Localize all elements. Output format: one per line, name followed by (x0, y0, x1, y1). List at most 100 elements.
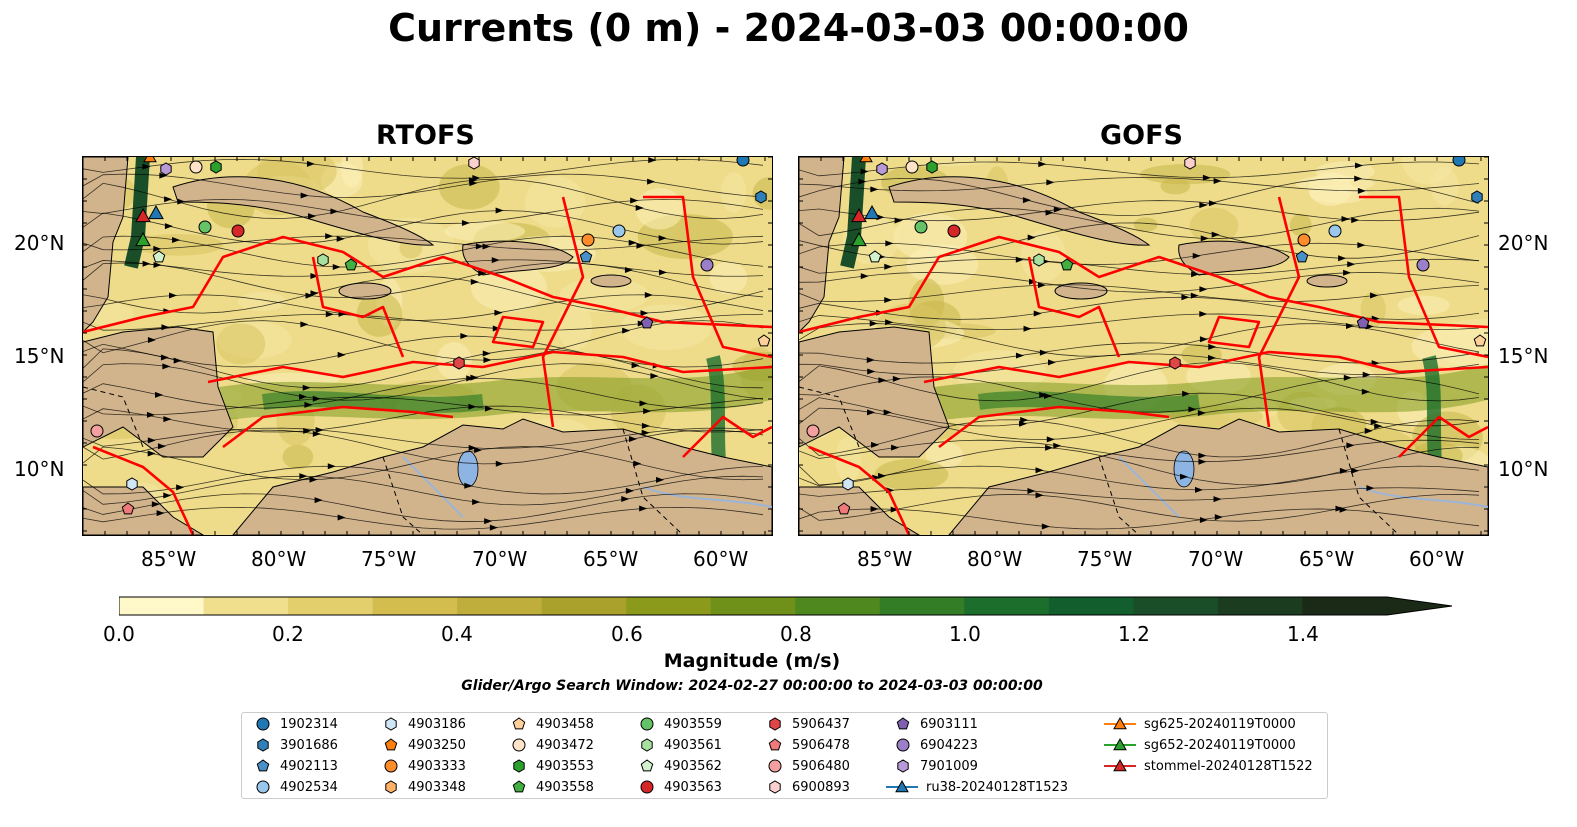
legend-label: stommel-20240128T1522 (1144, 758, 1313, 774)
float-marker (876, 162, 888, 176)
legend-item: 7901009 (894, 758, 978, 774)
legend-label: 4903563 (664, 779, 722, 795)
legend-label: 4903348 (408, 779, 466, 795)
float-marker (344, 258, 358, 271)
glider-marker (148, 204, 164, 220)
legend-marker-icon (886, 779, 918, 793)
colorbar-tick: 0.4 (441, 622, 473, 646)
legend-item: 4903559 (638, 716, 722, 732)
float-marker (1452, 157, 1466, 167)
legend-circle-icon (768, 759, 782, 773)
legend-circle-icon (256, 717, 270, 731)
legend-label: 4903250 (408, 737, 466, 753)
colorbar-segment (372, 597, 458, 615)
legend-item: 4903562 (638, 758, 722, 774)
legend-marker-icon (385, 780, 397, 794)
legend-marker-icon (768, 738, 782, 751)
legend-item: 4903553 (510, 758, 594, 774)
legend-marker-icon (1104, 737, 1136, 751)
legend-circle-icon (512, 738, 526, 752)
legend-circle-icon (256, 780, 270, 794)
legend-item: 6900893 (766, 779, 850, 795)
legend-item: 4903458 (510, 716, 594, 732)
legend-label: ru38-20240128T1523 (926, 779, 1069, 795)
legend-pentagon-icon (768, 738, 782, 751)
legend-triangle-icon (1113, 758, 1127, 772)
colorbar-label: Magnitude (m/s) (663, 650, 841, 672)
float-marker (1060, 258, 1074, 271)
colorbar-tick: 0.2 (272, 622, 304, 646)
lat-label-20n-left: 20°N (14, 231, 65, 255)
legend-item: sg625-20240119T0000 (1104, 716, 1296, 732)
legend-label: 4903553 (536, 758, 594, 774)
float-marker (700, 258, 714, 272)
legend-hexagon-icon (385, 717, 397, 731)
colorbar-tick: 0.0 (103, 622, 135, 646)
lon-label-80w-left: 80°W (251, 547, 307, 571)
legend-label: 5906478 (792, 737, 850, 753)
legend-item: stommel-20240128T1522 (1104, 758, 1313, 774)
float-marker (317, 253, 329, 267)
legend-item: 4903348 (382, 779, 466, 795)
float-marker (905, 160, 919, 174)
legend-label: 6903111 (920, 716, 978, 732)
panel-title-rtofs: RTOFS (376, 120, 475, 151)
legend-marker-icon (896, 717, 910, 730)
glider-marker (143, 157, 157, 163)
legend-pentagon-icon (384, 738, 398, 751)
legend-marker-icon (896, 738, 910, 752)
legend-item: 4903561 (638, 737, 722, 753)
glider-marker (135, 207, 151, 223)
legend-triangle-icon (1113, 716, 1127, 730)
legend-item: ru38-20240128T1523 (886, 779, 1068, 795)
float-marker (1473, 334, 1487, 347)
search-window-text: Glider/Argo Search Window: 2024-02-27 00… (461, 678, 1043, 694)
colorbar-canvas (118, 596, 1453, 616)
float-marker (1416, 258, 1430, 272)
lat-label-10n-left: 10°N (14, 457, 65, 481)
lon-label-65w-right: 65°W (1299, 547, 1355, 571)
float-marker (842, 477, 854, 491)
float-marker (914, 220, 928, 234)
map-gofs (798, 156, 1489, 536)
float-marker (926, 160, 938, 174)
legend-pentagon-icon (512, 780, 526, 793)
legend-item: 4903472 (510, 737, 594, 753)
legend-label: 4902534 (280, 779, 338, 795)
panel-title-gofs: GOFS (1100, 120, 1184, 151)
legend-label: 5906480 (792, 758, 850, 774)
legend-marker-icon (256, 780, 270, 794)
legend-item: 6903111 (894, 716, 978, 732)
lat-label-10n-right: 10°N (1498, 457, 1549, 481)
legend-hexagon-icon (769, 780, 781, 794)
legend-label: sg625-20240119T0000 (1144, 716, 1296, 732)
legend-item: 4903563 (638, 779, 722, 795)
legend-label: 3901686 (280, 737, 338, 753)
legend-label: 6900893 (792, 779, 850, 795)
legend-label: 4903559 (664, 716, 722, 732)
legend-item: 5906478 (766, 737, 850, 753)
legend-marker-icon (384, 738, 398, 751)
legend-item: 1902314 (254, 716, 338, 732)
lat-label-15n-left: 15°N (14, 344, 65, 368)
float-marker (1184, 157, 1196, 170)
glider-marker (864, 204, 880, 220)
colorbar-segment (288, 597, 374, 615)
legend-marker-icon (1104, 716, 1136, 730)
legend-label: 4903333 (408, 758, 466, 774)
colorbar-segment (795, 597, 881, 615)
colorbar-tick: 1.0 (949, 622, 981, 646)
legend-item: sg652-20240119T0000 (1104, 737, 1296, 753)
float-marker (1356, 316, 1370, 329)
colorbar-segment (541, 597, 627, 615)
legend-hexagon-icon (385, 780, 397, 794)
float-marker (210, 160, 222, 174)
legend-marker-icon (513, 759, 525, 773)
lon-label-80w-right: 80°W (967, 547, 1023, 571)
float-marker (755, 190, 767, 204)
legend-triangle-icon (1113, 737, 1127, 751)
lat-label-15n-right: 15°N (1498, 344, 1549, 368)
legend-hexagon-icon (257, 738, 269, 752)
legend-label: 4903561 (664, 737, 722, 753)
float-marker (1297, 233, 1311, 247)
